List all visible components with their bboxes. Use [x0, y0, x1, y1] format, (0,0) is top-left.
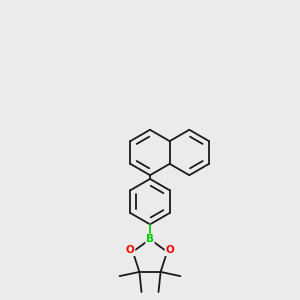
Text: O: O — [126, 245, 135, 256]
Text: B: B — [146, 234, 154, 244]
Text: O: O — [165, 245, 174, 256]
